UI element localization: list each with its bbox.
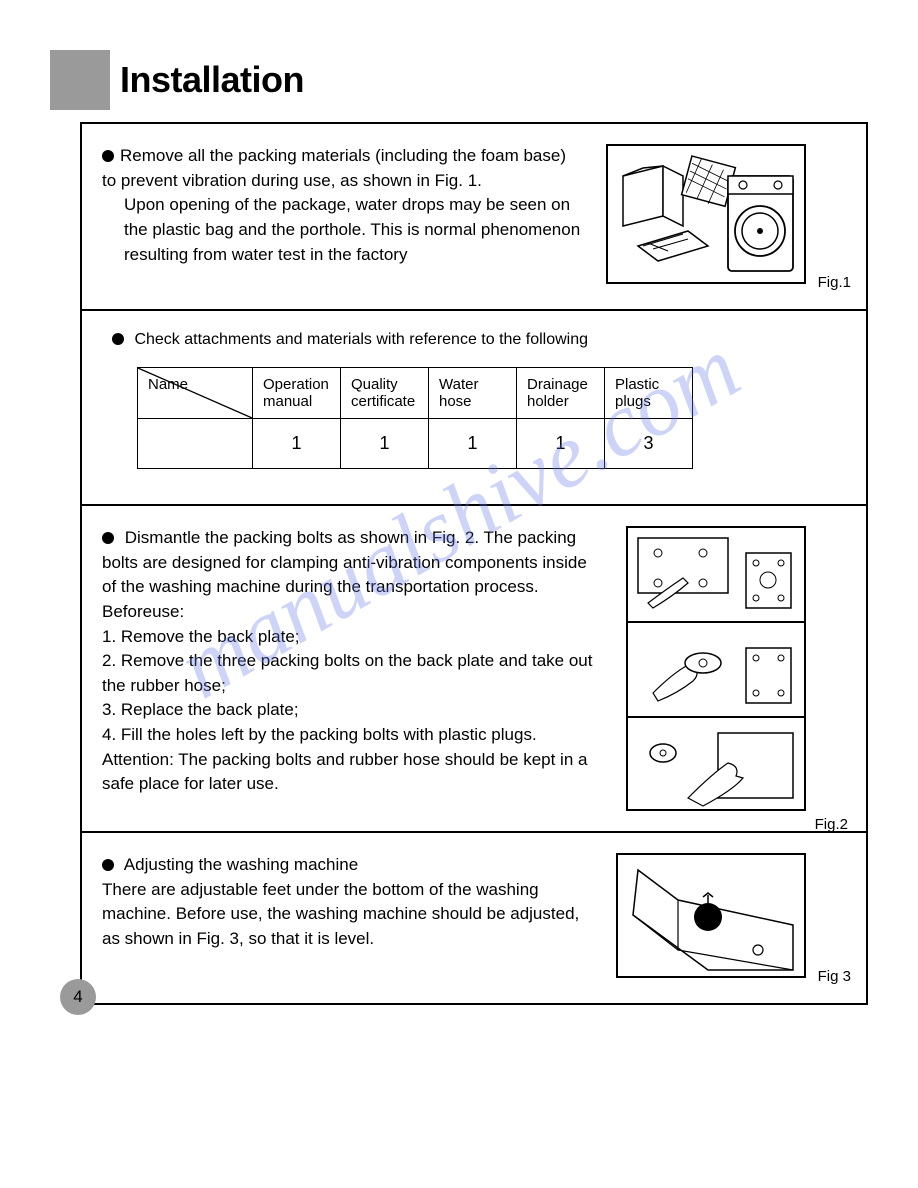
name-header-cell: Name [138,368,253,419]
fig2-container: Fig.2 [626,526,806,811]
page-number-text: 4 [73,987,82,1007]
section-3: Dismantle the packing bolts as shown in … [82,506,866,833]
fig2-label: Fig.2 [815,816,848,833]
fig2a-illustration-icon [626,526,806,621]
fig1-container: Fig.1 [606,144,806,289]
bullet-icon [112,333,124,345]
s1-line1: Remove all the packing materials (includ… [102,146,566,190]
value-cell: 1 [517,419,605,469]
content-frame: Remove all the packing materials (includ… [80,122,868,1005]
page-number: 4 [60,979,96,1015]
section-1-text: Remove all the packing materials (includ… [102,144,591,289]
fig3-container: Fig 3 [616,853,806,983]
s4-heading: Adjusting the washing machine [124,855,358,874]
header-square [50,50,110,110]
s3-intro: Dismantle the packing bolts as shown in … [102,528,587,596]
table-row: 1 1 1 1 3 [138,419,693,469]
section-3-text: Dismantle the packing bolts as shown in … [102,526,611,811]
page-title: Installation [120,59,304,101]
bullet-icon [102,150,114,162]
col-header: Water hose [429,368,517,419]
s1-line2: Upon opening of the package, water drops… [102,193,581,267]
s4-text: There are adjustable feet under the bott… [102,878,591,952]
fig3-illustration-icon [616,853,806,978]
s3-step2: 2. Remove the three packing bolts on the… [102,649,601,698]
fig1-label: Fig.1 [818,274,851,291]
s3-attention: Attention: The packing bolts and rubber … [102,748,601,797]
value-cell: 1 [341,419,429,469]
fig1-illustration-icon [606,144,806,284]
s3-before: Beforeuse: [102,600,601,625]
value-cell: 1 [253,419,341,469]
s3-step1: 1. Remove the back plate; [102,625,601,650]
col-header: Plastic plugs [605,368,693,419]
value-cell: 3 [605,419,693,469]
col-header: Operation manual [253,368,341,419]
s3-step3: 3. Replace the back plate; [102,698,601,723]
fig2b-illustration-icon [626,621,806,716]
fig2c-illustration-icon [626,716,806,811]
empty-cell [138,419,253,469]
col-header: Drainage holder [517,368,605,419]
attachments-table: Name Operation manual Quality certificat… [137,367,693,469]
table-row: Name Operation manual Quality certificat… [138,368,693,419]
page: Installation Remove all the packing mate… [0,0,918,1035]
bullet-icon [102,532,114,544]
section-1: Remove all the packing materials (includ… [82,124,866,311]
header: Installation [50,50,868,110]
name-label: Name [148,376,188,393]
col-header: Quality certificate [341,368,429,419]
bullet-icon [102,859,114,871]
section-2: Check attachments and materials with ref… [82,311,866,506]
section-4: Adjusting the washing machine There are … [82,833,866,1003]
s3-step4: 4. Fill the holes left by the packing bo… [102,723,601,748]
s2-heading: Check attachments and materials with ref… [134,331,588,348]
fig3-label: Fig 3 [818,968,851,985]
value-cell: 1 [429,419,517,469]
section-4-text: Adjusting the washing machine There are … [102,853,601,983]
